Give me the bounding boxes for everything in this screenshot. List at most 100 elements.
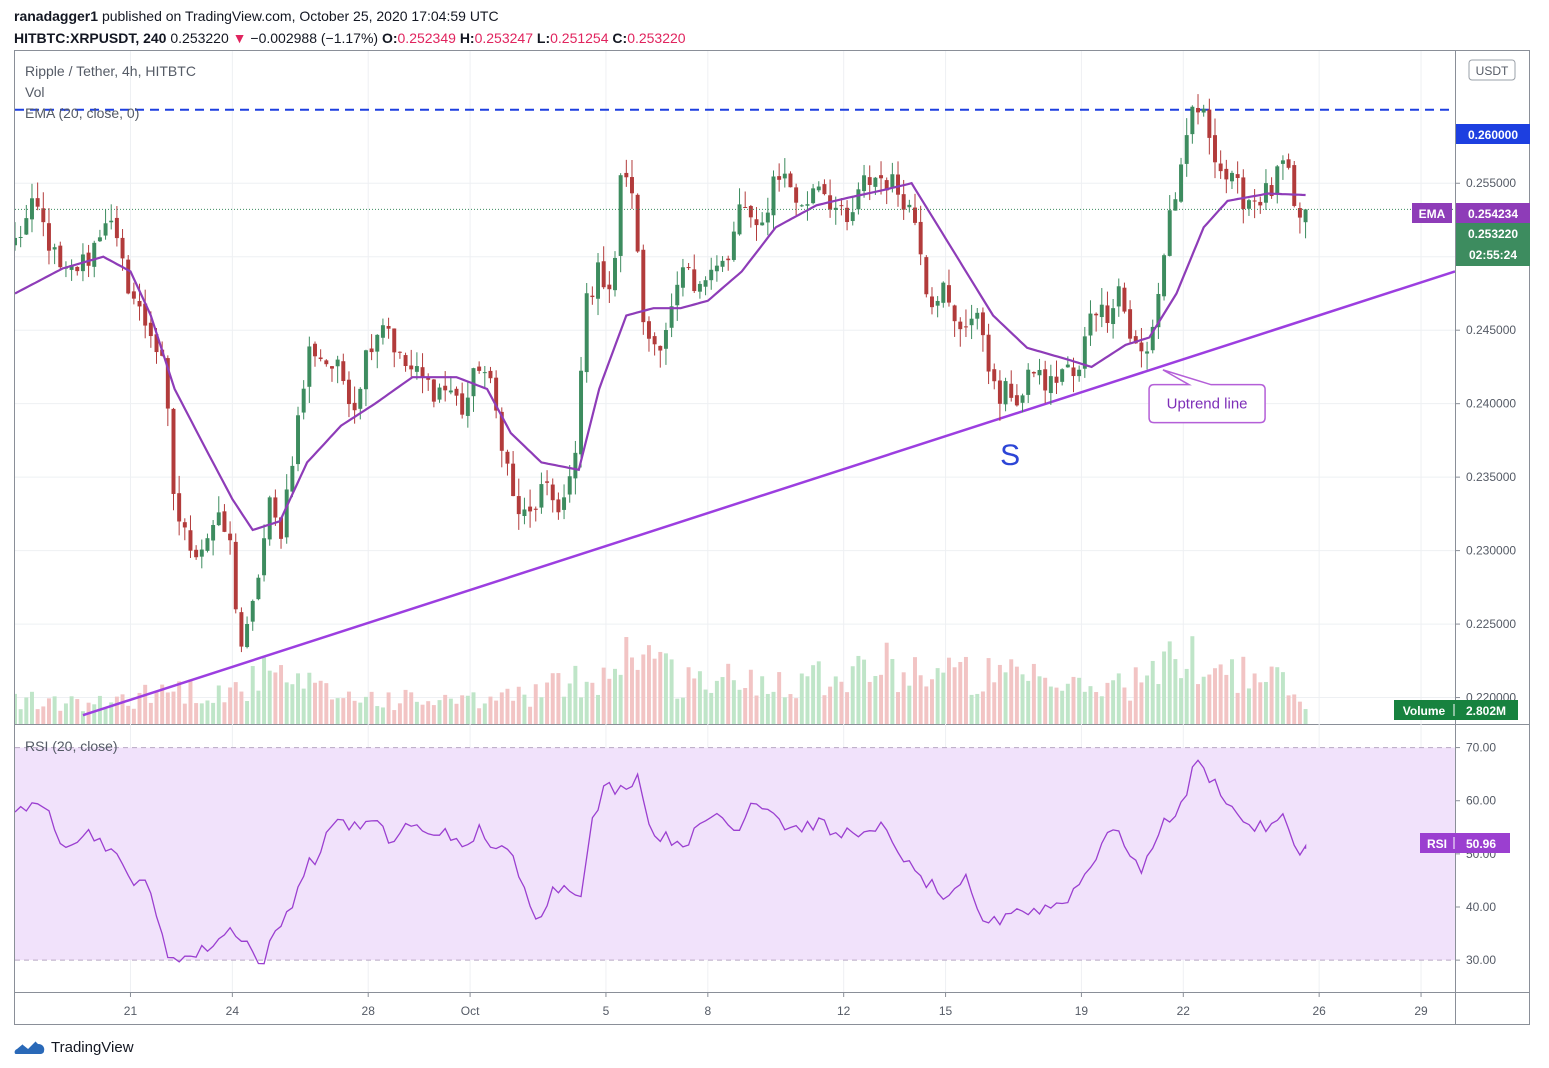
candle-body (18, 236, 23, 238)
candle-body (720, 260, 725, 267)
uptrend-callout-box[interactable] (1148, 369, 1266, 424)
candle-body (330, 366, 334, 369)
candle-body (137, 300, 142, 307)
candle-body (482, 372, 487, 374)
close-label: C: (612, 30, 628, 46)
volume-bar (1303, 709, 1308, 724)
candle-body (24, 218, 29, 235)
uptrend-line[interactable] (82, 270, 1455, 717)
candle-body (641, 249, 646, 323)
volume-bar (839, 681, 844, 724)
volume-bar (75, 699, 80, 724)
candle-body (596, 262, 600, 299)
volume-bar (607, 678, 612, 724)
candle-body (1156, 293, 1161, 328)
price-pane (15, 94, 1455, 724)
last-price: 0.253220 (170, 30, 229, 46)
candle-body (1201, 108, 1206, 113)
volume-bar (867, 681, 872, 724)
candle-body (958, 321, 963, 330)
volume-bar (1139, 682, 1144, 724)
candle-body (867, 177, 872, 185)
volume-bar (584, 681, 589, 724)
candle-body (1218, 163, 1223, 172)
candle-body (765, 212, 770, 223)
volume-bar (1280, 672, 1285, 724)
volume-bar (448, 698, 453, 724)
volume-bar (630, 657, 634, 724)
candle-body (811, 188, 816, 204)
volume-bar (120, 694, 125, 724)
candle-body (845, 207, 850, 223)
resistance-badge-value: 0.260000 (1468, 128, 1518, 142)
candle-body (1179, 164, 1184, 202)
volume-bar (737, 689, 742, 724)
price-badge: 0.253220 02:55:24 (1456, 223, 1530, 266)
volume-badge-label: Volume (1403, 704, 1446, 718)
candle-body (522, 509, 527, 517)
currency-badge[interactable]: USDT (1468, 59, 1516, 81)
candle-body (341, 361, 346, 382)
volume-bar (516, 686, 521, 724)
volume-bar (992, 682, 997, 724)
candle-body (267, 497, 272, 540)
author-name[interactable]: ranadagger1 (14, 8, 99, 24)
volume-bar (646, 645, 651, 724)
candle-body (941, 282, 946, 303)
candle-body (714, 265, 719, 272)
volume-bar (267, 670, 272, 724)
volume-bar (1003, 672, 1008, 724)
candle-body (545, 481, 550, 483)
candle-body (516, 496, 521, 515)
volume-bar (567, 683, 572, 724)
volume-bar (1088, 686, 1093, 724)
candle-body (1184, 135, 1189, 164)
volume-bar (1048, 686, 1053, 724)
rsi-pane (15, 747, 1455, 965)
rsi-badge-label: RSI (1427, 837, 1447, 851)
volume-bar (369, 691, 374, 724)
candle-body (131, 291, 136, 299)
volume-bar (873, 676, 878, 724)
volume-bar (924, 686, 929, 724)
candle-body (1043, 369, 1048, 391)
volume-bar (907, 685, 912, 724)
tradingview-logo[interactable]: TradingView (14, 1038, 134, 1056)
candle-body (884, 180, 889, 191)
rsi-tick-label: 40.00 (1466, 900, 1496, 914)
candle-body (924, 257, 929, 295)
candle-body (1286, 159, 1291, 168)
candle-body (290, 465, 295, 492)
candle-body (686, 267, 691, 269)
candle-body (465, 397, 470, 416)
candle-body (771, 176, 776, 216)
time-tick-label: 15 (939, 1004, 953, 1018)
volume-bar (1094, 692, 1099, 724)
volume-bar (748, 669, 753, 724)
candle-body (992, 369, 997, 382)
volume-bar (1218, 664, 1223, 724)
volume-bar (511, 700, 516, 724)
volume-bar (126, 705, 131, 724)
volume-bar (1297, 701, 1302, 724)
price-tick-label: 0.240000 (1466, 397, 1516, 411)
candle-body (680, 267, 685, 288)
publish-line: ranadagger1 published on TradingView.com… (14, 5, 686, 27)
candle-body (1054, 376, 1059, 383)
candle-body (1162, 255, 1167, 297)
volume-bar (686, 667, 691, 724)
candle-body (1082, 336, 1087, 369)
time-tick-label: 21 (124, 1004, 138, 1018)
candle-body (233, 541, 238, 610)
candle-body (313, 343, 317, 357)
volume-bar (375, 706, 380, 724)
legend-vol: Vol (25, 84, 44, 100)
candle-body (1031, 371, 1036, 374)
volume-bar (539, 697, 544, 724)
candle-body (346, 379, 351, 405)
candle-body (890, 174, 895, 189)
candle-body (352, 402, 357, 411)
time-tick-label: 29 (1414, 1004, 1428, 1018)
volume-bar (488, 696, 493, 724)
